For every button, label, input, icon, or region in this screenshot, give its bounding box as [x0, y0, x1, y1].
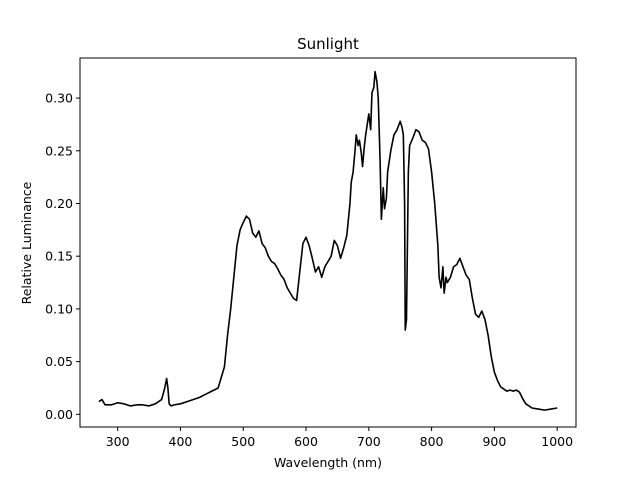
y-tick-label: 0.05 — [45, 354, 73, 369]
y-axis: 0.00 0.05 0.10 0.15 0.20 0.25 0.30 — [45, 91, 80, 422]
y-tick-label: 0.25 — [45, 143, 73, 158]
plot-frame — [79, 57, 577, 428]
x-tick-label: 800 — [420, 434, 444, 449]
x-tick-label: 600 — [294, 434, 318, 449]
plot-area — [98, 70, 558, 411]
x-tick-label: 500 — [231, 434, 255, 449]
x-tick-label: 700 — [357, 434, 381, 449]
y-tick-label: 0.10 — [45, 301, 73, 316]
x-axis: 300 400 500 600 700 800 900 1000 — [106, 427, 573, 449]
x-tick-label: 900 — [482, 434, 506, 449]
y-tick-label: 0.20 — [45, 196, 73, 211]
y-tick-label: 0.30 — [45, 91, 73, 106]
x-axis-label: Wavelength (nm) — [274, 455, 382, 470]
series-line-sunlight — [98, 70, 558, 411]
y-axis-label: Relative Luminance — [19, 181, 34, 304]
x-tick-label: 1000 — [541, 434, 573, 449]
y-tick-label: 0.15 — [45, 249, 73, 264]
chart-title: Sunlight — [297, 35, 359, 53]
x-tick-label: 300 — [106, 434, 130, 449]
y-tick-label: 0.00 — [45, 407, 73, 422]
x-tick-label: 400 — [169, 434, 193, 449]
